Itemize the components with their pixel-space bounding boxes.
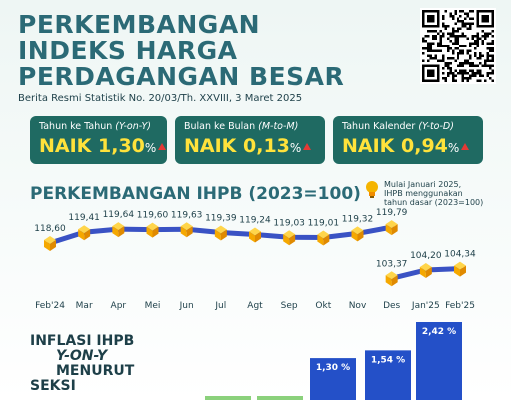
- data-label: 119,79: [376, 208, 408, 218]
- data-point: [385, 220, 398, 236]
- inflation-bar: [365, 350, 411, 400]
- inflation-title-line: Y-ON-Y: [56, 348, 108, 364]
- title-line-2: INDEKS HARGA: [18, 36, 238, 65]
- card-value: NAIK 0,13%: [184, 135, 316, 157]
- x-tick-label: Jun: [179, 301, 194, 311]
- data-point: [214, 225, 227, 241]
- data-point: [283, 230, 296, 246]
- section-title: PERKEMBANGAN IHPB (2023=100): [30, 184, 361, 204]
- data-point: [385, 271, 398, 287]
- arrow-up-icon: [303, 143, 312, 150]
- data-label: 119,63: [171, 210, 203, 220]
- data-point: [249, 227, 261, 243]
- data-label: 119,24: [239, 215, 271, 225]
- inflation-title-line: INFLASI IHPB: [30, 333, 135, 349]
- note: Mulai Januari 2025, IHPB menggunakan tah…: [384, 180, 483, 207]
- card-label: Tahun ke Tahun (Y-on-Y): [39, 121, 152, 132]
- card-label: Tahun Kalender (Y-to-D): [342, 121, 454, 132]
- data-label: 119,01: [308, 219, 340, 229]
- card-mtm: Bulan ke Bulan (M-to-M) NAIK 0,13%: [175, 116, 325, 164]
- note-line: Mulai Januari 2025,: [384, 180, 462, 189]
- x-tick-label: Nov: [349, 301, 367, 311]
- data-point: [180, 222, 193, 238]
- data-point: [317, 230, 330, 246]
- x-tick-label: Okt: [315, 301, 331, 311]
- card-value: NAIK 1,30%: [39, 135, 167, 157]
- x-tick-label: Mar: [76, 301, 93, 311]
- card-value: NAIK 0,94%: [342, 135, 474, 157]
- inflation-title-line: SEKSI: [30, 378, 76, 394]
- inflation-bar: [310, 358, 356, 400]
- arrow-up-icon: [158, 143, 167, 150]
- data-label: 119,32: [342, 214, 374, 224]
- x-tick-label: Jan'25: [411, 301, 440, 311]
- subtitle: Berita Resmi Statistik No. 20/03/Th. XXV…: [18, 93, 303, 104]
- data-label: 119,39: [205, 213, 237, 223]
- card-label: Bulan ke Bulan (M-to-M): [184, 121, 299, 132]
- bar-value-label: 1,54 %: [371, 355, 405, 365]
- data-point: [78, 225, 91, 241]
- inflation-bar: [416, 322, 462, 400]
- x-tick-label: Agt: [247, 301, 263, 311]
- data-point: [419, 263, 432, 278]
- bar-stub: [205, 396, 251, 400]
- bar-stub: [257, 396, 303, 400]
- x-tick-label: Jul: [214, 301, 226, 311]
- note-line: IHPB menggunakan: [384, 189, 463, 198]
- x-tick-label: Mei: [145, 301, 161, 311]
- data-label: 104,20: [410, 251, 442, 261]
- data-label: 119,41: [68, 213, 100, 223]
- data-point: [454, 261, 466, 277]
- data-label: 119,60: [137, 211, 169, 221]
- x-tick-label: Apr: [111, 301, 127, 311]
- data-point: [351, 226, 364, 242]
- x-tick-label: Feb'24: [35, 301, 65, 311]
- data-point: [112, 222, 125, 238]
- inflation-title: INFLASI IHPB Y-ON-Y MENURUT SEKSI: [30, 334, 134, 394]
- card-yoy: Tahun ke Tahun (Y-on-Y) NAIK 1,30%: [30, 116, 167, 164]
- data-point: [44, 236, 56, 251]
- note-line: tahun dasar (2023=100): [384, 198, 484, 207]
- bar-value-label: 2,42 %: [422, 327, 456, 337]
- bar-value-label: 1,30 %: [316, 363, 350, 373]
- title-line-1: PERKEMBANGAN: [18, 10, 261, 39]
- page-title: PERKEMBANGAN INDEKS HARGA PERDAGANGAN BE…: [18, 12, 344, 90]
- data-label: 119,03: [273, 218, 305, 228]
- inflation-title-line: MENURUT: [56, 363, 135, 379]
- data-label: 104,34: [444, 250, 476, 260]
- data-point: [146, 222, 159, 238]
- x-tick-label: Des: [383, 301, 400, 311]
- x-tick-label: Feb'25: [445, 301, 475, 311]
- arrow-up-icon: [461, 143, 470, 150]
- title-line-3: PERDAGANGAN BESAR: [18, 62, 345, 91]
- lightbulb-icon: [366, 181, 378, 198]
- data-label: 118,60: [34, 224, 66, 234]
- x-tick-label: Sep: [281, 301, 298, 311]
- card-ytd: Tahun Kalender (Y-to-D) NAIK 0,94%: [333, 116, 483, 164]
- data-label: 119,64: [103, 210, 135, 220]
- qr-code-icon[interactable]: [420, 8, 496, 84]
- data-label: 103,37: [376, 259, 408, 269]
